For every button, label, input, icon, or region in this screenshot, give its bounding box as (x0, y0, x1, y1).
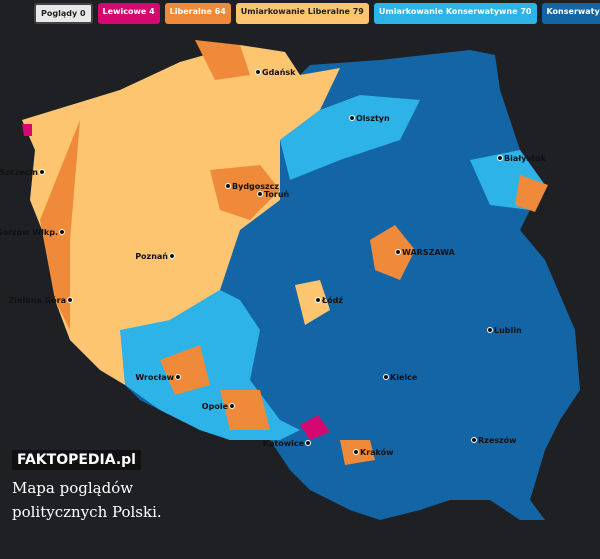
region (515, 175, 548, 212)
city-label: Gorzów Wlkp. (0, 227, 58, 237)
city-label: Toruń (264, 190, 290, 199)
city-dot (67, 297, 73, 303)
city-dot (349, 115, 355, 121)
legend-button[interactable]: Poglądy 0 (34, 3, 93, 24)
region (295, 280, 330, 325)
city-dot (39, 169, 45, 175)
city-dot (487, 327, 493, 333)
legend-count: 70 (520, 7, 532, 16)
legend-count: 0 (79, 9, 86, 18)
city-label: Poznań (135, 252, 168, 261)
region (370, 225, 415, 280)
caption: Mapa poglądów politycznych Polski. (12, 479, 162, 521)
legend-count: 64 (214, 7, 226, 16)
region (280, 95, 420, 180)
watermark: FAKTOPEDIA.pl (12, 450, 141, 470)
legend-button[interactable]: Lewicowe 4 (97, 3, 160, 24)
region (40, 120, 80, 330)
city-dot (353, 449, 359, 455)
city-label: Katowice (263, 439, 305, 448)
city-label: Bydgoszcz (232, 182, 279, 191)
region (160, 345, 210, 395)
legend-button[interactable]: Umiarkowanie Liberalne 79 (235, 3, 369, 24)
city-dot (395, 249, 401, 255)
city-label: Białystok (504, 154, 547, 163)
city-label: Szczecin (0, 168, 38, 177)
legend-label: Konserwatywne (546, 7, 600, 16)
city-dot (497, 155, 503, 161)
city-dot (383, 374, 389, 380)
city-dot (169, 253, 175, 259)
legend-count: 79 (352, 7, 364, 16)
city-label: Rzeszów (478, 435, 517, 445)
city-dot (59, 229, 65, 235)
legend-label: Umiarkowanie Konserwatywne (378, 7, 518, 16)
legend-label: Poglądy (41, 9, 78, 18)
region (195, 40, 250, 80)
city-dot (255, 69, 261, 75)
city-label: Gdańsk (262, 68, 296, 77)
legend-label: Liberalne (169, 7, 212, 16)
region (300, 415, 330, 440)
city-label: Opole (202, 402, 229, 411)
region (22, 45, 340, 385)
legend-button[interactable]: Umiarkowanie Konserwatywne 70 (373, 3, 537, 24)
city-label: Zielona Góra (9, 295, 67, 305)
region (22, 124, 32, 136)
city-dot (257, 191, 263, 197)
city-dot (305, 440, 311, 446)
legend-count: 4 (149, 7, 155, 16)
city-dot (175, 374, 181, 380)
legend-button[interactable]: Liberalne 64 (164, 3, 231, 24)
legend-label: Lewicowe (102, 7, 147, 16)
region (220, 390, 270, 430)
legend: Poglądy 0 Lewicowe 4 Liberalne 64 Umiarkowa… (34, 3, 600, 24)
legend-button[interactable]: Konserwatywne 163 (541, 3, 600, 24)
city-dot (471, 437, 477, 443)
city-dot (229, 403, 235, 409)
city-dot (225, 183, 231, 189)
city-label: Łódź (321, 295, 343, 305)
city-label: Kielce (390, 373, 418, 382)
legend-label: Umiarkowanie Liberalne (240, 7, 350, 16)
city-label: WARSZAWA (402, 248, 456, 257)
city-dot (315, 297, 321, 303)
city-label: Olsztyn (356, 114, 390, 123)
city-label: Wrocław (135, 373, 174, 382)
city-label: Lublin (494, 326, 522, 335)
city-label: Kraków (360, 447, 394, 457)
region (210, 165, 280, 220)
